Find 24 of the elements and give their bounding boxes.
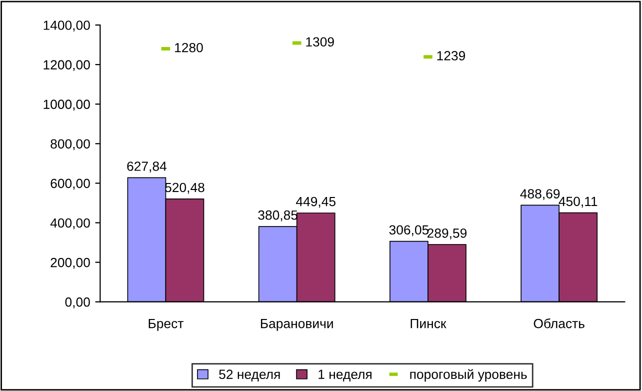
y-tick-label: 1000,00 [44,100,90,111]
data-label: 1309 [306,37,334,47]
y-tick-label: 200,00 [50,258,90,269]
x-tick-label: Брест [148,319,184,331]
legend-label: пороговый уровень [410,369,527,382]
x-tick-label: Барановичи [260,319,333,331]
data-label: 306,05 [389,225,429,236]
y-tick-label: 1200,00 [44,60,90,72]
y-tick-label: 1400,00 [44,20,90,32]
x-tick-label: Пинск [410,319,446,328]
data-label: 1280 [175,42,203,52]
y-tick-label: 400,00 [50,218,90,230]
y-tick-label: 0,00 [65,297,90,308]
y-tick-label: 600,00 [50,178,90,190]
data-label: 1239 [437,51,466,60]
legend-label: 52 неделя [219,370,280,382]
data-label: 289,59 [427,228,467,240]
data-label: 449,45 [296,196,336,208]
y-tick-label: 800,00 [50,139,90,150]
x-tick-label: Область [534,318,584,328]
data-label: 450,11 [558,196,598,208]
data-label: 488,69 [520,189,560,200]
data-label: 627,84 [127,162,166,172]
legend-label: 1 неделя [318,370,372,382]
